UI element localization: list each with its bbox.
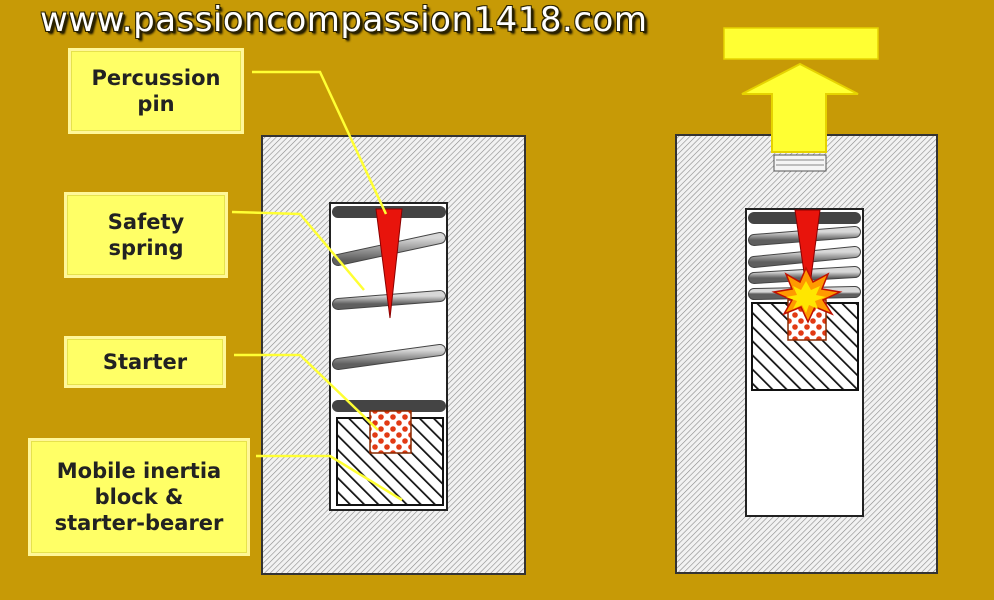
fuse-casing-left [261,135,526,575]
leader-safety-spring [231,210,365,291]
safety-spring-right-compressed [748,212,861,300]
fuse-chamber-right [745,208,864,517]
inertia-block-right [751,302,859,391]
leader-starter [234,353,379,431]
label-safety-spring: Safety spring [64,192,228,278]
label-inertia-block: Mobile inertia block & starter-bearer [28,438,250,556]
fuse-body-fired [675,134,938,574]
up-arrow-icon [741,62,859,153]
fuse-body-safe [261,135,526,575]
ejection-indicator [723,27,879,153]
label-inertia-block-text: Mobile inertia block & starter-bearer [54,458,224,536]
starter-left [369,410,412,454]
fuse-cap-stub [773,154,827,172]
label-percussion-pin-text: Percussion pin [91,65,221,116]
site-title: www.passioncompassion1418.com [40,0,648,40]
inertia-block-left [336,417,444,506]
label-percussion-pin: Percussion pin [68,48,244,134]
label-starter: Starter [64,336,226,388]
leader-inertia-block [256,454,403,502]
label-starter-text: Starter [102,349,188,374]
percussion-pin-right [794,209,821,301]
leader-percussion-pin [252,70,388,215]
explosion-icon [771,266,843,324]
fuse-chamber-left [329,202,448,511]
starter-right [787,299,827,341]
percussion-pin-left [375,208,403,319]
leader-lines [231,70,403,502]
safety-spring-left [332,206,446,412]
ejected-cap [723,27,879,60]
fuse-casing-right [675,134,938,574]
label-safety-spring-text: Safety spring [107,209,185,260]
